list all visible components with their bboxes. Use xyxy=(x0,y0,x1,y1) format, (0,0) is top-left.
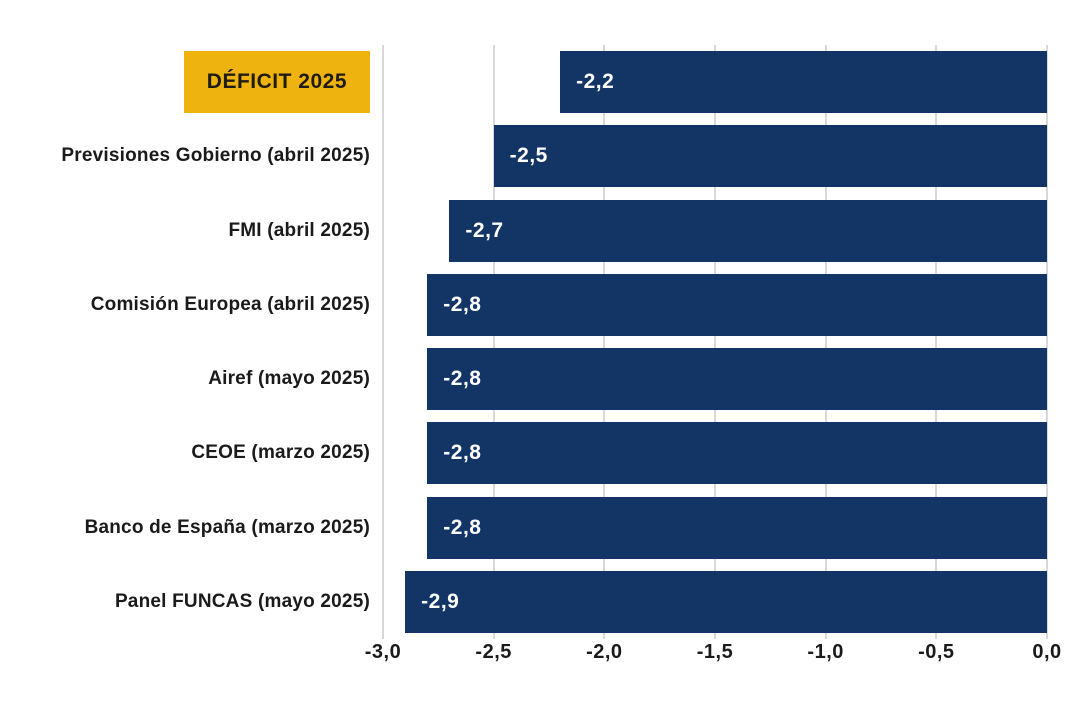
category-label: CEOE (marzo 2025) xyxy=(191,442,370,464)
bar-value-label: -2,8 xyxy=(443,515,482,539)
category-label: DÉFICIT 2025 xyxy=(0,51,383,114)
bar-track: -2,2 xyxy=(383,51,1047,114)
bar-value-label: -2,8 xyxy=(443,292,482,316)
bar: -2,5 xyxy=(493,125,1047,188)
bar-track: -2,8 xyxy=(383,496,1047,559)
bar-track: -2,9 xyxy=(383,570,1047,633)
bar-value-label: -2,9 xyxy=(421,589,460,613)
bar-value-label: -2,8 xyxy=(443,367,482,391)
bar-track: -2,8 xyxy=(383,273,1047,336)
chart-row: Previsiones Gobierno (abril 2025) -2,5 xyxy=(0,119,1090,193)
category-label: Comisión Europea (abril 2025) xyxy=(90,293,370,315)
x-tick-label: -1,0 xyxy=(807,641,844,663)
category-label: Previsiones Gobierno (abril 2025) xyxy=(61,145,370,167)
chart-rows: DÉFICIT 2025 -2,2 Previsiones Gobierno (ab… xyxy=(0,45,1090,639)
chart-row: Airef (mayo 2025) -2,8 xyxy=(0,342,1090,416)
gridline xyxy=(714,45,716,639)
bar-track: -2,8 xyxy=(383,422,1047,485)
category-label: Banco de España (marzo 2025) xyxy=(84,516,370,538)
x-tick-label: -3,0 xyxy=(364,641,402,663)
x-tick-label: -2,5 xyxy=(475,641,512,663)
chart-row: CEOE (marzo 2025) -2,8 xyxy=(0,416,1090,490)
category-label: Airef (mayo 2025) xyxy=(208,368,370,390)
x-tick-label: -0,5 xyxy=(918,641,955,663)
bar-track: -2,8 xyxy=(383,348,1047,411)
gridline xyxy=(825,45,827,639)
bar-track: -2,5 xyxy=(383,125,1047,188)
bar-value-label: -2,2 xyxy=(576,70,615,94)
gridline xyxy=(1046,45,1048,639)
bar: -2,7 xyxy=(449,199,1047,262)
x-tick-label: 0,0 xyxy=(1032,641,1062,663)
category-label: Panel FUNCAS (mayo 2025) xyxy=(114,590,370,612)
plot-area xyxy=(382,45,1048,639)
x-tick-label: -1,5 xyxy=(696,641,734,663)
bar-track: -2,7 xyxy=(383,199,1047,262)
chart-row: FMI (abril 2025) -2,7 xyxy=(0,194,1090,268)
chart-row: Panel FUNCAS (mayo 2025) -2,9 xyxy=(0,565,1090,639)
chart-row: Banco de España (marzo 2025) -2,8 xyxy=(0,491,1090,565)
gridline xyxy=(493,45,495,639)
bar: -2,9 xyxy=(405,570,1047,633)
bar: -2,8 xyxy=(427,422,1047,485)
bar: -2,2 xyxy=(560,51,1047,114)
x-tick-label: -2,0 xyxy=(586,641,623,663)
bar: -2,8 xyxy=(427,273,1047,336)
bar: -2,8 xyxy=(427,496,1047,559)
category-label: FMI (abril 2025) xyxy=(228,219,370,241)
chart-row: Comisión Europea (abril 2025) -2,8 xyxy=(0,268,1090,342)
gridline xyxy=(382,45,384,639)
bar-value-label: -2,5 xyxy=(509,144,548,168)
bar: -2,8 xyxy=(427,348,1047,411)
chart-row: DÉFICIT 2025 -2,2 xyxy=(0,45,1090,119)
deficit-2025-title-badge: DÉFICIT 2025 xyxy=(183,51,370,114)
bar-value-label: -2,7 xyxy=(465,218,504,242)
x-axis: -3,0 -2,5 -2,0 -1,5 -1,0 -0,5 0,0 xyxy=(365,641,1061,671)
bar-value-label: -2,8 xyxy=(443,441,482,465)
gridline xyxy=(935,45,937,639)
gridline xyxy=(603,45,605,639)
